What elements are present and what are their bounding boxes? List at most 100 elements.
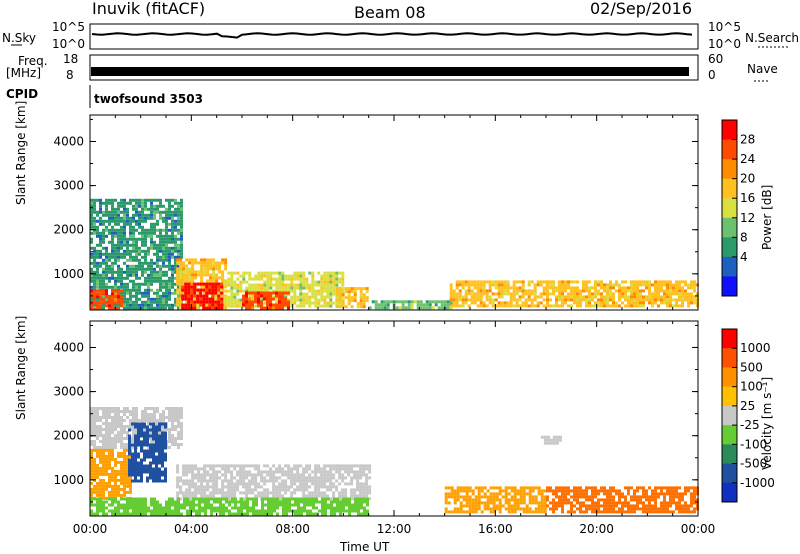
- echo-cell: [269, 470, 273, 474]
- echo-cell: [461, 283, 465, 287]
- echo-cell: [158, 425, 161, 429]
- echo-cell: [561, 283, 564, 287]
- echo-cell: [159, 300, 162, 304]
- echo-cell: [338, 280, 342, 284]
- echo-cell: [660, 298, 663, 302]
- echo-cell: [248, 473, 252, 477]
- echo-cell: [470, 289, 474, 293]
- echo-cell: [132, 437, 135, 440]
- echo-cell: [500, 289, 504, 293]
- echo-cell: [213, 500, 216, 504]
- echo-cell: [299, 485, 303, 489]
- echo-cell: [96, 466, 99, 470]
- echo-cell: [482, 280, 486, 284]
- echo-cell: [123, 216, 126, 220]
- echo-cell: [158, 473, 161, 477]
- echo-cell: [105, 295, 108, 299]
- echo-cell: [293, 476, 297, 480]
- echo-cell: [236, 286, 240, 290]
- echo-cell: [111, 425, 114, 428]
- echo-cell: [153, 407, 156, 410]
- echo-cell: [159, 204, 162, 208]
- echo-cell: [134, 449, 137, 453]
- echo-cell: [498, 489, 502, 493]
- echo-cell: [660, 295, 663, 299]
- echo-cell: [690, 283, 693, 287]
- echo-cell: [354, 500, 357, 504]
- echo-cell: [255, 500, 258, 504]
- echo-cell: [149, 476, 152, 480]
- echo-cell: [90, 270, 93, 274]
- echo-cell: [200, 491, 204, 495]
- echo-cell: [194, 482, 198, 486]
- echo-cell: [495, 486, 499, 490]
- echo-cell: [222, 503, 225, 507]
- echo-cell: [357, 497, 360, 501]
- echo-cell: [543, 441, 547, 445]
- echo-cell: [615, 301, 618, 305]
- echo-cell: [287, 467, 291, 471]
- echo-cell: [164, 446, 167, 450]
- echo-cell: [132, 446, 135, 449]
- echo-cell: [522, 486, 526, 490]
- echo-cell: [153, 252, 156, 256]
- echo-cell: [479, 283, 483, 287]
- echo-cell: [90, 307, 93, 311]
- echo-cell: [198, 509, 201, 513]
- echo-cell: [126, 246, 129, 250]
- echo-cell: [102, 292, 105, 296]
- echo-cell: [440, 303, 444, 307]
- echo-cell: [117, 469, 120, 473]
- echo-cell: [651, 304, 654, 308]
- echo-cell: [335, 299, 339, 303]
- echo-cell: [401, 300, 405, 304]
- echo-cell: [639, 283, 642, 287]
- echo-cell: [450, 510, 454, 514]
- echo-cell: [293, 292, 297, 296]
- echo-cell: [257, 485, 261, 489]
- echo-cell: [120, 255, 123, 259]
- echo-cell: [329, 485, 333, 489]
- echo-cell: [341, 287, 345, 291]
- echo-cell: [380, 303, 384, 307]
- echo-cell: [651, 498, 654, 502]
- echo-cell: [129, 249, 132, 253]
- echo-cell: [126, 416, 129, 419]
- echo-cell: [128, 461, 131, 465]
- echo-cell: [444, 507, 448, 511]
- echo-cell: [129, 267, 132, 271]
- echo-cell: [543, 435, 547, 439]
- echo-cell: [245, 300, 248, 304]
- echo-cell: [251, 303, 254, 307]
- echo-cell: [177, 425, 180, 428]
- echo-cell: [168, 204, 171, 208]
- echo-cell: [185, 488, 189, 492]
- echo-cell: [230, 286, 234, 290]
- echo-cell: [323, 304, 327, 308]
- echo-cell: [153, 270, 156, 274]
- echo-cell: [153, 213, 156, 217]
- echo-cell: [181, 294, 185, 298]
- echo-cell: [221, 482, 225, 486]
- echo-cell: [153, 306, 156, 310]
- echo-cell: [120, 273, 123, 277]
- echo-cell: [155, 461, 158, 465]
- echo-cell: [147, 413, 150, 416]
- echo-cell: [93, 255, 96, 259]
- echo-cell: [147, 416, 150, 419]
- echo-cell: [504, 498, 508, 502]
- echo-cell: [239, 473, 243, 477]
- echo-cell: [507, 510, 511, 514]
- echo-cell: [567, 286, 570, 290]
- echo-cell: [498, 492, 502, 496]
- echo-cell: [693, 489, 696, 493]
- echo-cell: [612, 501, 615, 505]
- echo-cell: [275, 280, 279, 284]
- echo-cell: [519, 495, 523, 499]
- echo-cell: [176, 270, 180, 274]
- echo-cell: [123, 509, 126, 513]
- echo-cell: [315, 500, 318, 504]
- echo-cell: [162, 279, 165, 283]
- y-tick-label: 1000: [53, 473, 84, 487]
- echo-cell: [341, 464, 345, 468]
